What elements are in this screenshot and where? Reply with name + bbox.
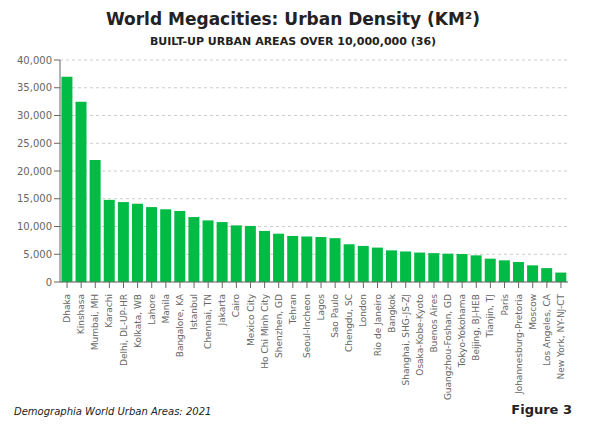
html-text:Demographia World Urban Areas:: Demographia World Urban Areas: 2021 — [14, 406, 212, 417]
svg-text:Manila: Manila — [161, 294, 171, 324]
svg-text:30,000: 30,000 — [17, 110, 52, 121]
svg-text:Shanghai, SHG-JS-ZJ: Shanghai, SHG-JS-ZJ — [401, 294, 411, 385]
svg-text:Los Angeles, CA: Los Angeles, CA — [542, 293, 552, 366]
svg-text:15,000: 15,000 — [17, 193, 52, 204]
html-text:Figure 3: Figure 3 — [511, 402, 572, 417]
svg-text:Osaka-Kobe-Kyoto: Osaka-Kobe-Kyoto — [415, 294, 425, 376]
svg-text:Mumbai, MH: Mumbai, MH — [90, 294, 100, 350]
svg-text:5,000: 5,000 — [23, 249, 52, 260]
svg-text:Istanbul: Istanbul — [189, 294, 199, 330]
svg-text:Buenos Aires: Buenos Aires — [429, 294, 439, 353]
svg-text:Kinshasa: Kinshasa — [76, 294, 86, 334]
svg-text:Bangkok: Bangkok — [387, 293, 397, 333]
svg-text:Lagos: Lagos — [316, 294, 326, 321]
svg-text:Johannesburg-Pretoria: Johannesburg-Pretoria — [514, 294, 524, 395]
svg-text:Bangalore, KA: Bangalore, KA — [175, 293, 185, 357]
svg-text:Chengdu, SC: Chengdu, SC — [344, 294, 354, 352]
svg-text:20,000: 20,000 — [17, 166, 52, 177]
svg-text:Jakarta: Jakarta — [217, 294, 227, 326]
svg-text:Delhi, DL-UP-HR: Delhi, DL-UP-HR — [119, 294, 129, 366]
svg-text:London: London — [358, 294, 368, 327]
svg-text:Moscow: Moscow — [528, 294, 538, 330]
svg-text:35,000: 35,000 — [17, 82, 52, 93]
svg-text:New York, NY-NJ-CT: New York, NY-NJ-CT — [556, 294, 566, 380]
svg-text:Chennai, TN: Chennai, TN — [203, 294, 213, 349]
svg-text:Rio de Janeiro: Rio de Janeiro — [373, 294, 383, 357]
svg-text:0: 0 — [46, 277, 52, 288]
svg-text:Mexico City: Mexico City — [246, 293, 256, 346]
svg-text:10,000: 10,000 — [17, 221, 52, 232]
svg-text:Tianjin, TJ: Tianjin, TJ — [485, 294, 495, 339]
html-text:World Megacities: Urban Densit: World Megacities: Urban Density (KM²) — [105, 9, 481, 29]
svg-text:Karachi: Karachi — [104, 294, 114, 328]
svg-text:Shenzhen, GD: Shenzhen, GD — [274, 294, 284, 358]
svg-text:25,000: 25,000 — [17, 138, 52, 149]
svg-text:Kolkata, WB: Kolkata, WB — [133, 294, 143, 348]
svg-text:Beijing, BJ-HEB: Beijing, BJ-HEB — [471, 294, 481, 361]
svg-text:Lahore: Lahore — [147, 294, 157, 325]
svg-text:Guangzhou-Foshan, GD: Guangzhou-Foshan, GD — [443, 294, 453, 400]
svg-text:Dhaka: Dhaka — [62, 294, 72, 323]
html-text:BUILT-UP URBAN AREAS OVER 10,0: BUILT-UP URBAN AREAS OVER 10,000,000 (36… — [149, 35, 437, 48]
svg-text:Tokyo-Yokohama: Tokyo-Yokohama — [457, 294, 467, 368]
svg-text:40,000: 40,000 — [17, 55, 52, 66]
svg-text:Seoul-Incheon: Seoul-Incheon — [302, 294, 312, 358]
svg-text:Sao Paulo: Sao Paulo — [330, 294, 340, 338]
svg-text:Paris: Paris — [500, 294, 510, 316]
svg-text:Cairo: Cairo — [231, 294, 241, 318]
svg-text:Tehran: Tehran — [288, 294, 298, 325]
svg-text:Ho Chi Minh City: Ho Chi Minh City — [260, 293, 270, 368]
